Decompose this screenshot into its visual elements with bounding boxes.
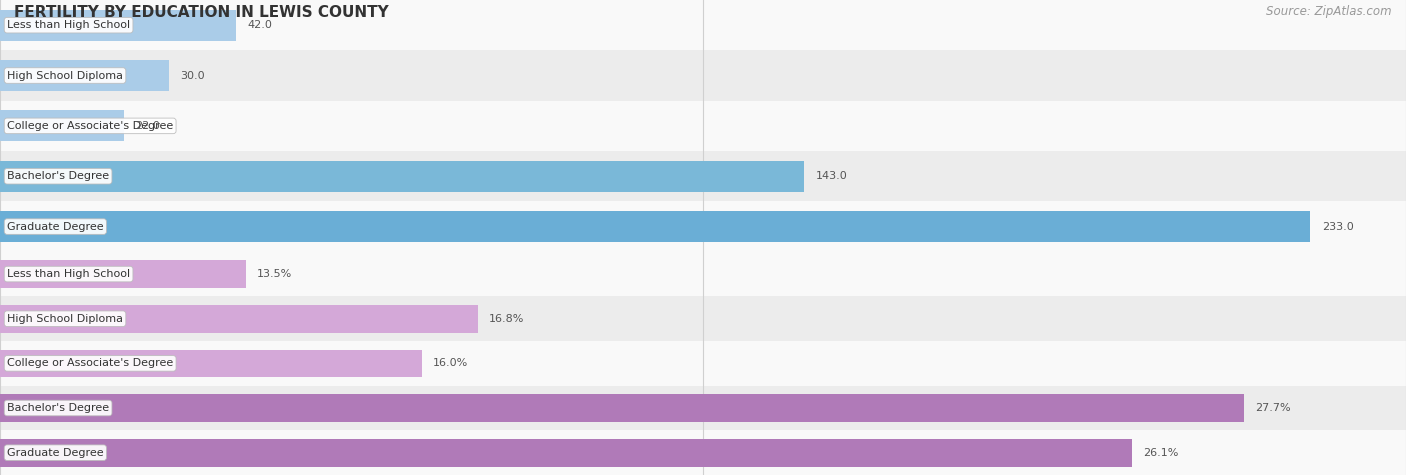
Bar xyxy=(0,305,478,332)
Bar xyxy=(0,10,236,41)
Bar xyxy=(0,110,124,142)
Text: College or Associate's Degree: College or Associate's Degree xyxy=(7,121,173,131)
Text: Source: ZipAtlas.com: Source: ZipAtlas.com xyxy=(1267,5,1392,18)
Text: Less than High School: Less than High School xyxy=(7,269,131,279)
Bar xyxy=(0,386,1406,430)
Text: 16.0%: 16.0% xyxy=(433,358,468,369)
Text: 26.1%: 26.1% xyxy=(1143,447,1178,458)
Text: 13.5%: 13.5% xyxy=(257,269,292,279)
Text: 42.0: 42.0 xyxy=(247,20,273,30)
Bar xyxy=(0,341,1406,386)
Bar xyxy=(0,161,804,192)
Bar xyxy=(0,211,1310,242)
Bar xyxy=(0,439,1132,466)
Text: FERTILITY BY EDUCATION IN LEWIS COUNTY: FERTILITY BY EDUCATION IN LEWIS COUNTY xyxy=(14,5,389,20)
Text: Graduate Degree: Graduate Degree xyxy=(7,221,104,232)
Text: High School Diploma: High School Diploma xyxy=(7,314,124,324)
Bar xyxy=(0,296,1406,341)
Text: College or Associate's Degree: College or Associate's Degree xyxy=(7,358,173,369)
Text: Bachelor's Degree: Bachelor's Degree xyxy=(7,171,110,181)
Text: 30.0: 30.0 xyxy=(180,70,205,81)
Bar xyxy=(0,50,1406,101)
Bar xyxy=(0,101,1406,151)
Bar xyxy=(0,201,1406,252)
Text: 27.7%: 27.7% xyxy=(1256,403,1291,413)
Text: 233.0: 233.0 xyxy=(1322,221,1354,232)
Bar xyxy=(0,151,1406,201)
Text: Bachelor's Degree: Bachelor's Degree xyxy=(7,403,110,413)
Text: 22.0: 22.0 xyxy=(135,121,160,131)
Text: Graduate Degree: Graduate Degree xyxy=(7,447,104,458)
Text: High School Diploma: High School Diploma xyxy=(7,70,124,81)
Bar xyxy=(0,260,246,288)
Bar xyxy=(0,430,1406,475)
Text: 16.8%: 16.8% xyxy=(489,314,524,324)
Bar xyxy=(0,394,1244,422)
Bar xyxy=(0,252,1406,296)
Text: 143.0: 143.0 xyxy=(815,171,848,181)
Text: Less than High School: Less than High School xyxy=(7,20,131,30)
Bar xyxy=(0,350,422,377)
Bar xyxy=(0,0,1406,50)
Bar xyxy=(0,60,169,91)
